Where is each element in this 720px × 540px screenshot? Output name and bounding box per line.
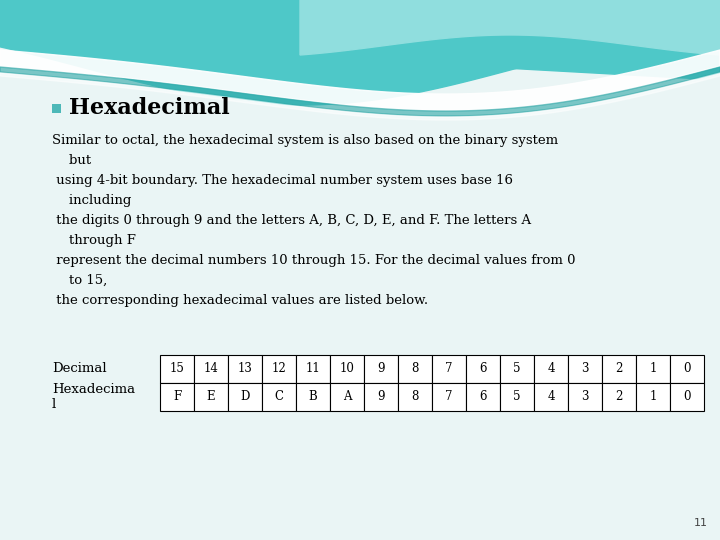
Bar [330, 355, 364, 383]
Text: 9: 9 [377, 362, 384, 375]
Text: 14: 14 [204, 362, 218, 375]
Text: 13: 13 [238, 362, 253, 375]
Text: 7: 7 [445, 362, 453, 375]
Bar [398, 383, 432, 411]
Bar [160, 355, 194, 383]
Text: Decimal: Decimal [52, 362, 107, 375]
Text: 6: 6 [480, 390, 487, 403]
Text: 11: 11 [305, 362, 320, 375]
Bar [636, 355, 670, 383]
Text: 1: 1 [649, 362, 657, 375]
Text: 8: 8 [411, 390, 419, 403]
Bar [194, 355, 228, 383]
Bar [670, 383, 704, 411]
Text: the digits 0 through 9 and the letters A, B, C, D, E, and F. The letters A: the digits 0 through 9 and the letters A… [52, 214, 531, 227]
Polygon shape [0, 0, 720, 80]
Text: 3: 3 [581, 362, 589, 375]
Text: through F: through F [52, 234, 136, 247]
Polygon shape [300, 0, 720, 55]
Text: 2: 2 [616, 362, 623, 375]
Polygon shape [0, 74, 720, 540]
Bar [534, 383, 568, 411]
Bar [262, 355, 296, 383]
Bar [568, 355, 602, 383]
Bar [534, 355, 568, 383]
Bar [466, 355, 500, 383]
Text: Hexadecimal: Hexadecimal [69, 97, 230, 119]
Bar [432, 355, 466, 383]
Bar [602, 355, 636, 383]
Bar [670, 355, 704, 383]
Text: but: but [52, 154, 91, 167]
Text: 6: 6 [480, 362, 487, 375]
Bar [296, 383, 330, 411]
Bar [262, 383, 296, 411]
Polygon shape [0, 73, 720, 120]
Bar [432, 383, 466, 411]
Text: A: A [343, 390, 351, 403]
Text: 0: 0 [683, 362, 690, 375]
Text: Hexadecima
l: Hexadecima l [52, 383, 135, 411]
Text: 9: 9 [377, 390, 384, 403]
Text: 1: 1 [649, 390, 657, 403]
Text: B: B [309, 390, 318, 403]
Text: 5: 5 [513, 362, 521, 375]
Text: C: C [274, 390, 284, 403]
Bar [296, 355, 330, 383]
Text: D: D [240, 390, 250, 403]
Text: 15: 15 [170, 362, 184, 375]
Bar [500, 383, 534, 411]
Bar [636, 383, 670, 411]
Bar [602, 383, 636, 411]
Bar [194, 383, 228, 411]
Bar [228, 383, 262, 411]
Text: the corresponding hexadecimal values are listed below.: the corresponding hexadecimal values are… [52, 294, 428, 307]
Text: 5: 5 [513, 390, 521, 403]
Text: 11: 11 [694, 518, 708, 528]
Text: to 15,: to 15, [52, 274, 107, 287]
Text: F: F [173, 390, 181, 403]
Text: 3: 3 [581, 390, 589, 403]
Text: Similar to octal, the hexadecimal system is also based on the binary system: Similar to octal, the hexadecimal system… [52, 134, 558, 147]
Bar [160, 383, 194, 411]
Bar [364, 383, 398, 411]
Text: E: E [207, 390, 215, 403]
Bar [364, 355, 398, 383]
Text: 12: 12 [271, 362, 287, 375]
Bar [330, 383, 364, 411]
Text: represent the decimal numbers 10 through 15. For the decimal values from 0: represent the decimal numbers 10 through… [52, 254, 575, 267]
Bar [228, 355, 262, 383]
Polygon shape [0, 67, 720, 116]
Text: using 4-bit boundary. The hexadecimal number system uses base 16: using 4-bit boundary. The hexadecimal nu… [52, 174, 513, 187]
Text: including: including [52, 194, 131, 207]
Text: 10: 10 [340, 362, 354, 375]
Text: 4: 4 [547, 362, 554, 375]
Bar [466, 383, 500, 411]
Text: 0: 0 [683, 390, 690, 403]
Text: 2: 2 [616, 390, 623, 403]
Text: 8: 8 [411, 362, 419, 375]
Bar [52, 104, 61, 112]
Text: 7: 7 [445, 390, 453, 403]
Polygon shape [0, 0, 720, 105]
Bar [398, 355, 432, 383]
Bar [500, 355, 534, 383]
Bar [568, 383, 602, 411]
Polygon shape [0, 50, 720, 110]
Text: 4: 4 [547, 390, 554, 403]
